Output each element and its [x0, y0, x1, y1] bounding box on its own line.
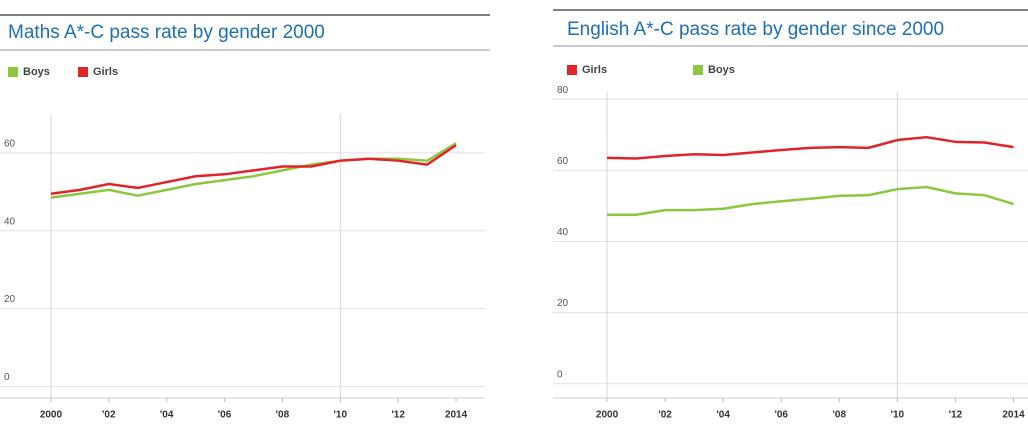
legend-label: Girls	[582, 64, 607, 76]
series-line	[50, 142, 457, 199]
y-tick-label: 40	[4, 216, 16, 227]
y-tick-label: 40	[557, 227, 569, 238]
chart: Maths A*-C pass rate by gender 2000 Boys G…	[0, 14, 490, 421]
x-tick-label: '12	[949, 410, 963, 421]
x-tick-label: '02	[658, 410, 672, 421]
chart: English A*-C pass rate by gender since 2…	[553, 9, 1028, 421]
legend-swatch	[78, 67, 88, 77]
legend-swatch	[693, 65, 703, 75]
series-line	[50, 144, 457, 195]
y-tick-label: 60	[4, 139, 16, 150]
y-tick-label: 20	[557, 298, 569, 309]
x-tick-label: '08	[276, 410, 290, 421]
x-tick-label: '06	[774, 410, 788, 421]
x-tick-label: '10	[891, 410, 905, 421]
legend-label: Girls	[93, 66, 118, 78]
x-tick-label: 2000	[596, 410, 619, 421]
x-tick-label: 2000	[40, 410, 63, 421]
y-tick-label: 60	[557, 156, 569, 167]
y-tick-label: 20	[4, 294, 16, 305]
y-tick-label: 0	[557, 369, 563, 380]
chart-title: Maths A*-C pass rate by gender 2000	[8, 22, 325, 43]
x-tick-label: 2014	[445, 410, 468, 421]
y-tick-label: 0	[4, 372, 10, 383]
x-tick-label: '02	[102, 410, 116, 421]
x-tick-label: '04	[716, 410, 730, 421]
legend-swatch	[567, 65, 577, 75]
x-tick-label: '12	[391, 410, 405, 421]
x-tick-label: 2014	[1002, 410, 1025, 421]
chart-title: English A*-C pass rate by gender since 2…	[567, 19, 944, 40]
series-line	[607, 185, 1014, 217]
x-tick-label: '04	[160, 410, 174, 421]
legend-swatch	[8, 67, 18, 77]
x-tick-label: '08	[833, 410, 847, 421]
legend-label: Boys	[23, 66, 50, 78]
x-tick-label: '10	[334, 410, 348, 421]
y-tick-label: 80	[557, 85, 569, 96]
series-line	[607, 135, 1014, 160]
legend-label: Boys	[708, 64, 735, 76]
x-tick-label: '06	[218, 410, 232, 421]
